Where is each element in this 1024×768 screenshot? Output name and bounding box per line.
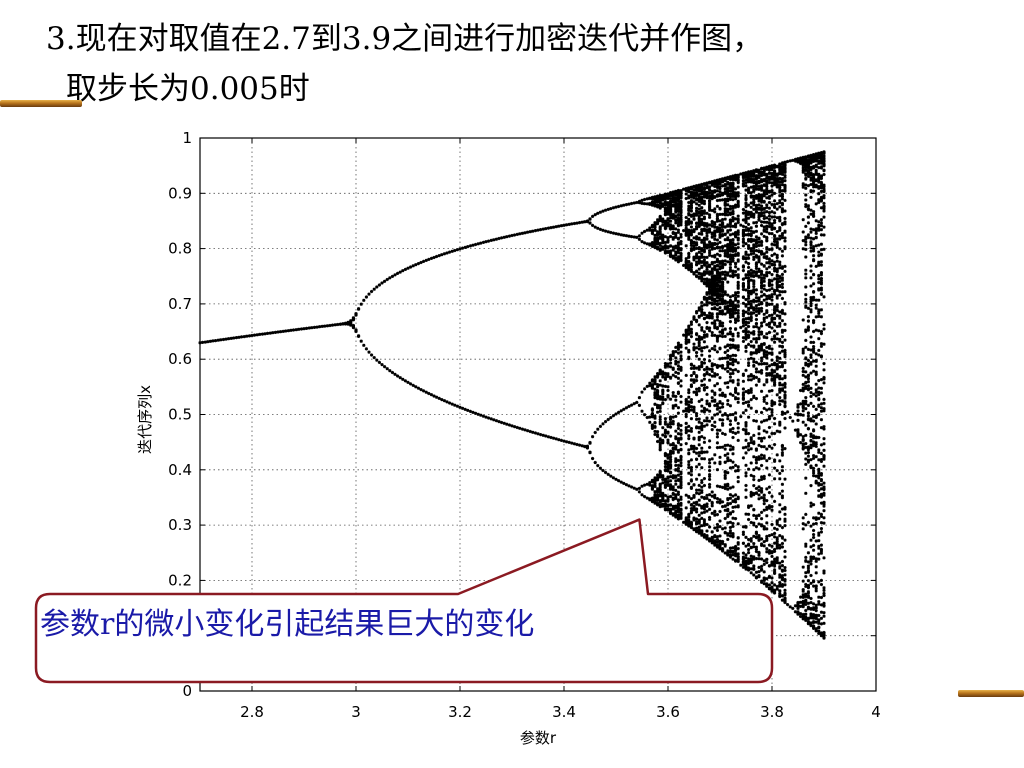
bifurcation-points xyxy=(198,150,826,640)
y-tick-label: 1 xyxy=(182,129,192,147)
y-tick-label: 0.8 xyxy=(168,240,192,258)
y-tick-label: 0.3 xyxy=(168,516,192,534)
x-tick-label: 3.4 xyxy=(552,703,576,721)
x-axis-label: 参数r xyxy=(520,729,557,747)
x-tick-label: 3.8 xyxy=(760,703,784,721)
x-tick-label: 4 xyxy=(871,703,881,721)
iteration-points xyxy=(198,150,826,640)
y-tick-label: 0.7 xyxy=(168,295,192,313)
callout-bubble xyxy=(34,518,774,684)
x-tick-label: 3.2 xyxy=(448,703,472,721)
decorative-gold-bar-left xyxy=(0,100,82,107)
y-tick-label: 0.5 xyxy=(168,406,192,424)
title-line-2: 取步长为0.005时 xyxy=(66,71,310,107)
slide-title: 3.现在对取值在2.7到3.9之间进行加密迭代并作图， 取步长为0.005时 xyxy=(46,14,986,114)
callout-text: 参数r的微小变化引起结果巨大的变化 xyxy=(40,607,534,642)
title-line-1: 3.现在对取值在2.7到3.9之间进行加密迭代并作图， xyxy=(46,21,764,57)
y-axis-label: 迭代序列x xyxy=(136,385,154,454)
y-tick-label: 0.2 xyxy=(168,571,192,589)
decorative-gold-bar-right xyxy=(958,690,1024,697)
annotation-callout: 参数r的微小变化引起结果巨大的变化 xyxy=(34,518,774,684)
y-tick-label: 0.9 xyxy=(168,184,192,202)
x-tick-label: 3 xyxy=(351,703,361,721)
y-tick-label: 0.4 xyxy=(168,461,192,479)
y-tick-label: 0.6 xyxy=(168,350,192,368)
x-tick-label: 3.6 xyxy=(656,703,680,721)
y-tick-label: 0 xyxy=(182,682,192,700)
x-tick-label: 2.8 xyxy=(240,703,264,721)
